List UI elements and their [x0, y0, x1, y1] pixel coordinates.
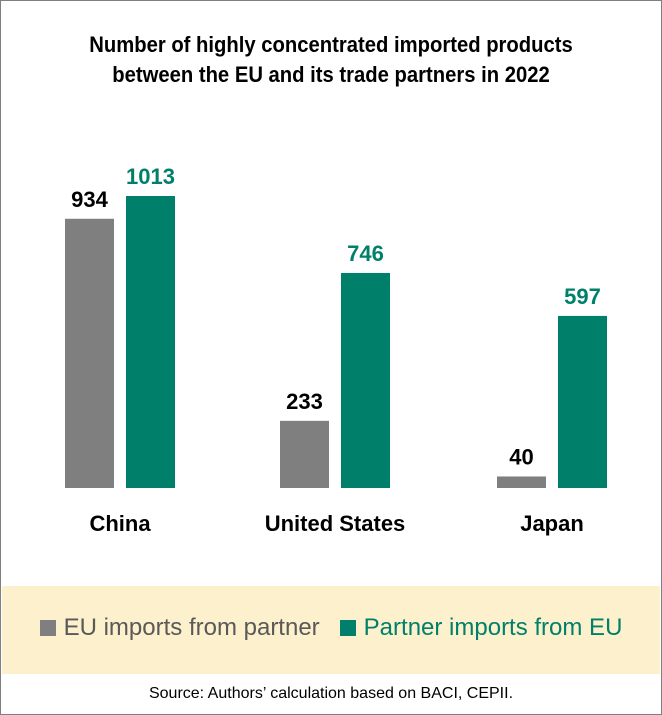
category-label-united-states: United States [265, 511, 406, 536]
value-label-united-states-series-2: 746 [347, 241, 384, 266]
chart-title-line-2: between the EU and its trade partners in… [112, 62, 550, 87]
value-label-japan-series-2: 597 [564, 284, 601, 309]
bar-china-series-1 [65, 218, 114, 488]
bar-chart: 934 1013 China 233 746 United States 40 597 Japa… [65, 164, 607, 536]
bar-china-series-2 [126, 196, 175, 488]
category-label-japan: Japan [520, 511, 584, 536]
bar-united-states-series-1 [280, 420, 329, 488]
bar-japan-series-2 [558, 315, 607, 488]
legend-item-partner-imports: Partner imports from EU [339, 614, 623, 642]
legend-band: EU imports from partner Partner imports … [2, 586, 660, 674]
chart-title: Number of highly concentrated imported p… [26, 30, 635, 90]
legend-label-partner-imports: Partner imports from EU [363, 614, 623, 641]
value-label-china-series-1: 934 [71, 187, 108, 212]
legend-swatch-green [339, 620, 356, 636]
legend-item-eu-imports: EU imports from partner [39, 614, 320, 642]
legend-swatch-gray [39, 620, 56, 636]
value-label-china-series-2: 1013 [126, 164, 175, 189]
source-note: Source: Authors’ calculation based on BA… [148, 685, 514, 702]
category-label-china: China [89, 511, 151, 536]
value-label-united-states-series-1: 233 [286, 389, 323, 414]
bar-united-states-series-2 [341, 272, 390, 488]
value-label-japan-series-1: 40 [509, 444, 533, 469]
chart-title-line-1: Number of highly concentrated imported p… [89, 32, 573, 57]
bar-japan-series-1 [497, 476, 546, 488]
legend-label-eu-imports: EU imports from partner [63, 614, 320, 641]
legend: EU imports from partner Partner imports … [2, 614, 660, 642]
